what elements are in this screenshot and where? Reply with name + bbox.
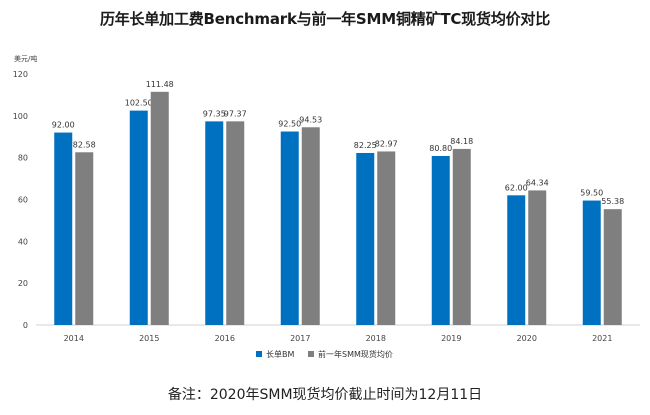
bar (507, 195, 526, 325)
data-label: 82.58 (73, 140, 96, 149)
bar (301, 127, 320, 325)
bar (75, 152, 94, 325)
y-tick-label: 80 (18, 154, 28, 163)
data-label: 80.80 (429, 144, 452, 153)
data-label: 55.38 (601, 197, 624, 206)
data-label: 64.34 (526, 178, 549, 187)
data-label: 62.00 (505, 183, 528, 192)
bar (377, 151, 396, 325)
data-label: 59.50 (580, 189, 603, 198)
x-tick-label: 2016 (215, 334, 235, 343)
x-axis-ticks: 2014 2015 2016 2017 2018 2019 2020 2021 (64, 334, 613, 343)
x-tick-label: 2017 (290, 334, 310, 343)
y-axis-ticks: 0 20 40 60 80 100 120 (13, 70, 28, 330)
bar (356, 152, 375, 325)
data-label: 111.48 (146, 80, 174, 89)
bar (280, 131, 299, 325)
legend-label: 长单BM (266, 349, 294, 359)
data-label: 82.97 (375, 139, 398, 148)
legend-swatch (256, 351, 262, 357)
x-tick-label: 2014 (64, 334, 84, 343)
bar (150, 91, 169, 325)
x-tick-label: 2018 (366, 334, 386, 343)
chart-title: 历年长单加工费Benchmark与前一年SMM铜精矿TC现货均价对比 (99, 10, 551, 28)
bar (129, 110, 148, 326)
y-tick-label: 100 (13, 112, 28, 121)
data-label: 97.35 (203, 109, 226, 118)
bar (582, 200, 601, 325)
y-tick-label: 60 (18, 196, 28, 205)
data-label: 97.37 (224, 109, 247, 118)
legend-swatch (308, 351, 314, 357)
bar (528, 190, 547, 325)
data-label: 102.50 (125, 99, 153, 108)
footnote: 备注：2020年SMM现货均价截止时间为12月11日 (167, 387, 483, 403)
data-label: 92.50 (278, 120, 301, 129)
bar (226, 121, 245, 326)
bar (54, 132, 73, 325)
y-tick-label: 0 (23, 321, 28, 330)
x-tick-label: 2019 (441, 334, 461, 343)
data-label: 94.53 (299, 115, 322, 124)
y-tick-label: 40 (18, 237, 28, 246)
y-tick-label: 120 (13, 70, 28, 79)
data-label: 82.25 (354, 141, 377, 150)
data-label: 84.18 (450, 137, 473, 146)
bar (452, 148, 471, 325)
bar (205, 121, 224, 325)
data-label: 92.00 (52, 121, 75, 130)
legend-label: 前一年SMM现货均价 (318, 349, 393, 359)
y-tick-label: 20 (18, 279, 28, 288)
x-tick-label: 2020 (517, 334, 537, 343)
bar (603, 209, 622, 325)
x-tick-label: 2015 (139, 334, 159, 343)
legend: 长单BM 前一年SMM现货均价 (256, 349, 393, 359)
bar (431, 155, 450, 325)
x-tick-label: 2021 (592, 334, 612, 343)
y-axis-label: 美元/吨 (14, 54, 37, 63)
